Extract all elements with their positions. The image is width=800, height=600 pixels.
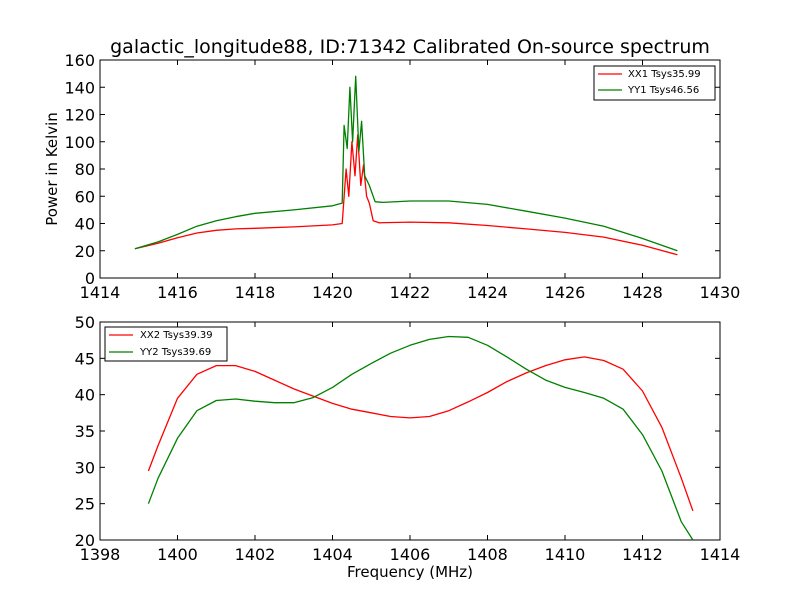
top-series-lines [134, 75, 678, 256]
top-x-tick-label: 1418 [235, 283, 276, 302]
top-y-tick-label: 100 [64, 133, 95, 152]
bottom-legend: XX2 Tsys39.39 YY2 Tsys39.69 [104, 326, 228, 362]
bottom-plot: 1398 1400 1402 1404 1406 1408 1410 1412 1414 20 25… [75, 313, 741, 581]
top-y-tick-label: 0 [85, 269, 95, 288]
top-y-tick-label: 140 [64, 78, 95, 97]
top-legend-label-yy1: YY1 Tsys46.56 [627, 85, 699, 96]
top-y-tick-label: 80 [75, 160, 95, 179]
bottom-x-tick-label: 1404 [312, 545, 353, 564]
bottom-x-axis-label: Frequency (MHz) [347, 563, 473, 581]
bottom-x-tick-label: 1412 [622, 545, 663, 564]
bottom-legend-box [104, 326, 228, 362]
chart-title: galactic_longitude88, ID:71342 Calibrate… [110, 36, 710, 58]
top-y-tick-label: 60 [75, 187, 95, 206]
top-x-tick-label: 1428 [622, 283, 663, 302]
bottom-y-tick-label: 30 [75, 458, 95, 477]
bottom-x-tick-label: 1398 [80, 545, 121, 564]
top-x-tick-label: 1420 [312, 283, 353, 302]
bottom-legend-label-xx2: XX2 Tsys39.39 [140, 330, 213, 341]
top-y-tick-label: 40 [75, 215, 95, 234]
top-legend-label-xx1: XX1 Tsys35.99 [628, 69, 701, 80]
top-legend: XX1 Tsys35.99 YY1 Tsys46.56 [593, 65, 716, 101]
top-y-tick-label: 20 [75, 242, 95, 261]
bottom-series-lines [147, 335, 694, 541]
bottom-y-tick-label: 45 [75, 349, 95, 368]
bottom-x-tick-label: 1410 [545, 545, 586, 564]
bottom-x-tick-label: 1408 [467, 545, 508, 564]
top-x-tick-label: 1426 [545, 283, 586, 302]
top-x-tick-label: 1430 [700, 283, 741, 302]
bottom-series-line-yy [147, 335, 694, 541]
bottom-legend-label-yy2: YY2 Tsys39.69 [139, 347, 211, 358]
bottom-series-line-xx [147, 356, 694, 512]
bottom-y-tick-label: 25 [75, 495, 95, 514]
top-y-tick-label: 120 [64, 106, 95, 125]
bottom-x-tick-label: 1414 [700, 545, 741, 564]
top-y-tick-label: 160 [64, 51, 95, 70]
bottom-x-tick-label: 1406 [390, 545, 431, 564]
bottom-y-tick-label: 40 [75, 386, 95, 405]
top-x-tick-label: 1424 [467, 283, 508, 302]
bottom-y-tick-label: 50 [75, 313, 95, 332]
bottom-x-tick-label: 1402 [235, 545, 276, 564]
top-series-line-yy [134, 75, 678, 252]
top-x-tick-label: 1416 [157, 283, 198, 302]
top-x-tick-label: 1422 [390, 283, 431, 302]
top-legend-box [593, 65, 716, 101]
bottom-y-tick-label: 35 [75, 422, 95, 441]
bottom-axis-ticks: 1398 1400 1402 1404 1406 1408 1410 1412 1414 20 25… [75, 313, 741, 564]
top-y-axis-label: Power in Kelvin [43, 112, 61, 226]
bottom-y-tick-label: 20 [75, 531, 95, 550]
top-x-tick-label: 1414 [80, 283, 121, 302]
top-plot: 1414 1416 1418 1420 1422 1424 1426 1428 1430 0 20 4… [43, 51, 740, 302]
bottom-x-tick-label: 1400 [157, 545, 198, 564]
top-axis-ticks: 1414 1416 1418 1420 1422 1424 1426 1428 1430 0 20 4… [64, 51, 740, 302]
